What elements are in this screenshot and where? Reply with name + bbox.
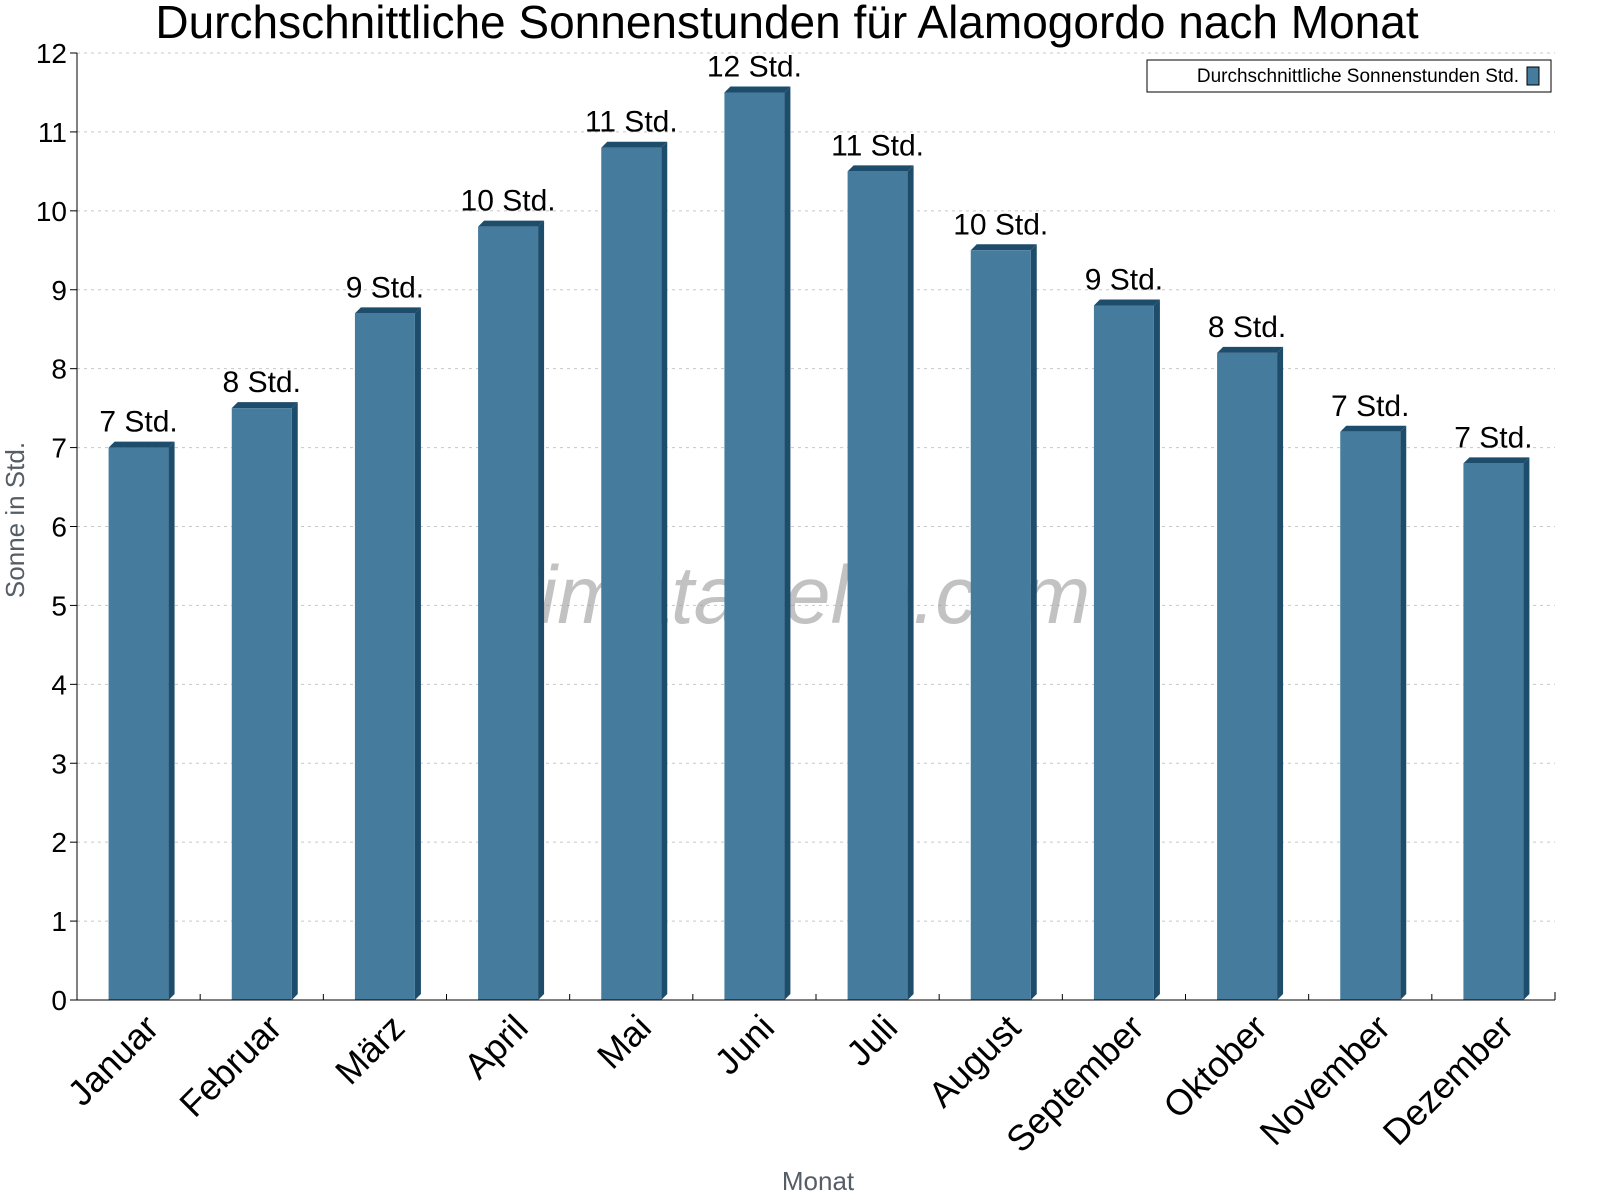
chart-title: Durchschnittliche Sonnenstunden für Alam… bbox=[155, 0, 1418, 48]
bar-side bbox=[1030, 244, 1037, 1000]
y-tick-label: 6 bbox=[51, 512, 67, 543]
bar-side bbox=[414, 307, 421, 1000]
y-tick-label: 5 bbox=[51, 590, 67, 621]
data-label: 10 Std. bbox=[953, 208, 1048, 241]
bar-top bbox=[1217, 346, 1284, 353]
data-label: 7 Std. bbox=[99, 406, 177, 439]
x-tick-label: März bbox=[327, 1007, 413, 1093]
bar bbox=[1093, 305, 1154, 1000]
bar-top bbox=[231, 402, 298, 409]
x-tick-label: Juni bbox=[706, 1007, 782, 1083]
data-label: 11 Std. bbox=[585, 106, 678, 139]
bar bbox=[1463, 463, 1524, 1000]
bar-top bbox=[1463, 457, 1530, 464]
bar-top bbox=[354, 307, 421, 314]
y-tick-label: 11 bbox=[38, 117, 67, 148]
data-label: 9 Std. bbox=[1085, 264, 1163, 297]
data-label: 11 Std. bbox=[831, 129, 924, 162]
x-axis-title: Monat bbox=[782, 1166, 855, 1196]
bar-side bbox=[1277, 346, 1284, 1001]
y-tick-label: 4 bbox=[51, 669, 67, 700]
bar-top bbox=[108, 441, 175, 448]
bar-side bbox=[784, 86, 791, 1001]
x-tick-label: Juli bbox=[838, 1007, 905, 1074]
bar-top bbox=[478, 220, 545, 227]
x-tick-label: April bbox=[456, 1007, 536, 1087]
x-tick-label: Mai bbox=[589, 1007, 659, 1077]
data-label: 10 Std. bbox=[461, 185, 556, 218]
bar bbox=[231, 408, 292, 1000]
x-tick-label: Oktober bbox=[1155, 1007, 1275, 1127]
bar-side bbox=[1400, 425, 1407, 1000]
bar-side bbox=[291, 402, 298, 1000]
bar-side bbox=[907, 165, 914, 1000]
bar bbox=[724, 92, 785, 1001]
bar bbox=[970, 250, 1031, 1000]
y-tick-label: 1 bbox=[51, 906, 67, 937]
y-tick-label: 2 bbox=[51, 827, 67, 858]
bar bbox=[354, 313, 415, 1000]
bar bbox=[601, 147, 662, 1000]
x-tick-label: August bbox=[920, 1007, 1028, 1115]
bar-side bbox=[538, 220, 545, 1000]
legend: Durchschnittliche Sonnenstunden Std. bbox=[1146, 59, 1552, 93]
data-label: 8 Std. bbox=[223, 366, 301, 399]
y-tick-label: 12 bbox=[36, 38, 67, 69]
data-label: 7 Std. bbox=[1331, 390, 1409, 423]
legend-box bbox=[1146, 59, 1552, 93]
bar-side bbox=[661, 141, 668, 1000]
y-axis-title: Sonne in Std. bbox=[0, 442, 30, 598]
y-tick-label: 10 bbox=[36, 196, 67, 227]
x-tick-label: Januar bbox=[59, 1007, 166, 1114]
legend-label: Durchschnittliche Sonnenstunden Std. bbox=[1197, 66, 1519, 87]
x-tick-label: November bbox=[1251, 1007, 1397, 1153]
data-label: 8 Std. bbox=[1208, 311, 1286, 344]
bars-layer: 7 Std. 8 Std. 9 Std. 10 Std. 11 Std. 12 Std. 1… bbox=[99, 50, 1533, 1001]
y-tick-label: 3 bbox=[51, 748, 67, 779]
bar-top bbox=[970, 244, 1037, 251]
bar-side bbox=[1523, 457, 1530, 1000]
bar-top bbox=[601, 141, 668, 148]
bar-top bbox=[1093, 299, 1160, 306]
bar-side bbox=[168, 441, 175, 1000]
bar bbox=[108, 447, 169, 1000]
bar bbox=[478, 226, 539, 1000]
bar-side bbox=[1153, 299, 1160, 1000]
legend-swatch bbox=[1526, 66, 1540, 86]
data-label: 7 Std. bbox=[1454, 421, 1532, 454]
y-tick-label: 8 bbox=[51, 354, 67, 385]
y-tick-label: 9 bbox=[51, 275, 67, 306]
grid-layer bbox=[77, 52, 1555, 922]
y-tick-label: 7 bbox=[51, 433, 67, 464]
bar-top bbox=[1340, 425, 1407, 432]
bar bbox=[1340, 431, 1401, 1000]
x-tick-label: Februar bbox=[171, 1007, 289, 1125]
bar-top bbox=[724, 86, 791, 93]
x-tick-label: Dezember bbox=[1375, 1007, 1521, 1153]
bar bbox=[847, 171, 908, 1000]
data-label: 9 Std. bbox=[346, 271, 424, 304]
y-tick-label: 0 bbox=[51, 985, 67, 1016]
bar bbox=[1217, 352, 1278, 1001]
data-label: 12 Std. bbox=[707, 50, 802, 83]
bar-top bbox=[847, 165, 914, 172]
